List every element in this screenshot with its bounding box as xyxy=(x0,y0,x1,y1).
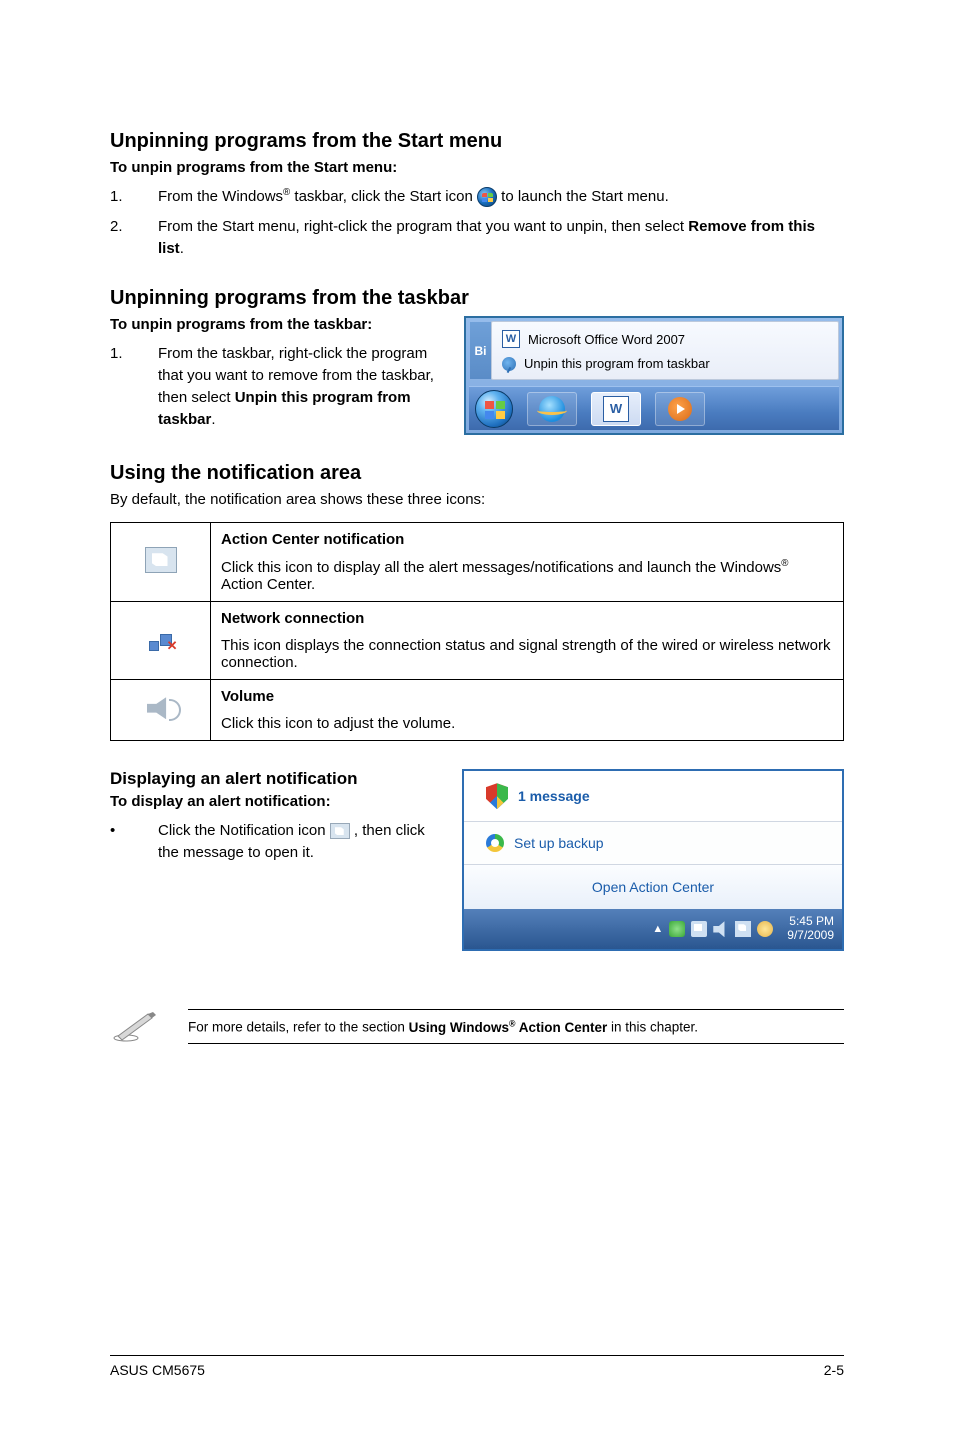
note-a: For more details, refer to the section xyxy=(188,1020,409,1035)
note-b: in this chapter. xyxy=(607,1020,698,1035)
pen-icon xyxy=(110,1010,160,1044)
jl-unpin-label: Unpin this program from taskbar xyxy=(524,356,710,371)
section1-sub: To unpin programs from the Start menu: xyxy=(110,159,844,176)
s1s1-c: to launch the Start menu. xyxy=(501,188,669,205)
shield-icon xyxy=(486,783,508,809)
system-tray: ▲ xyxy=(652,921,773,937)
tray-volume-icon xyxy=(713,921,729,937)
section4-heading: Displaying an alert notification xyxy=(110,769,436,789)
section3-intro: By default, the notification area shows … xyxy=(110,491,844,508)
alert-popup-screenshot: 1 message Set up backup Open Action Cent… xyxy=(462,769,844,951)
tray-flag-icon xyxy=(735,921,751,937)
jumplist-row-word: W Microsoft Office Word 2007 xyxy=(492,326,838,352)
alert-backup-text: Set up backup xyxy=(514,835,604,851)
section4-bullet1: Click the Notification icon , then click… xyxy=(110,820,436,864)
r2-body: This icon displays the connection status… xyxy=(221,637,830,671)
notification-table: Action Center notification Click this ic… xyxy=(110,522,844,741)
table-icon-network xyxy=(111,602,211,680)
tray-date: 9/7/2009 xyxy=(787,929,834,943)
section1-heading: Unpinning programs from the Start menu xyxy=(110,130,844,153)
r1-body-b: Action Center. xyxy=(221,576,315,593)
section2-step1: From the taskbar, right-click the progra… xyxy=(110,343,438,430)
reg2: ® xyxy=(781,558,788,569)
tray-icon-2 xyxy=(691,921,707,937)
section2-heading: Unpinning programs from the taskbar xyxy=(110,287,844,310)
table-icon-action-center xyxy=(111,523,211,602)
footer-right: 2-5 xyxy=(824,1362,844,1378)
volume-icon xyxy=(147,697,175,719)
start-icon xyxy=(477,187,497,207)
alert-msg-text: 1 message xyxy=(518,788,590,804)
alert-message-row: 1 message xyxy=(464,771,842,822)
s1s1-b: taskbar, click the Start icon xyxy=(290,188,477,205)
tray-icon-1 xyxy=(669,921,685,937)
note-bold-a: Using Windows xyxy=(409,1020,509,1035)
jumplist-side: Bi xyxy=(470,322,492,379)
jl-word-label: Microsoft Office Word 2007 xyxy=(528,332,685,347)
section4-bullets: Click the Notification icon , then click… xyxy=(110,820,436,864)
r1-body-a: Click this icon to display all the alert… xyxy=(221,559,781,576)
section2-sub: To unpin programs from the taskbar: xyxy=(110,316,438,333)
tray-datetime: 5:45 PM 9/7/2009 xyxy=(787,915,834,943)
section1-step1: From the Windows® taskbar, click the Sta… xyxy=(110,186,844,208)
network-icon xyxy=(147,627,175,651)
r3-body: Click this icon to adjust the volume. xyxy=(221,715,455,732)
tray-icon-5 xyxy=(757,921,773,937)
jumplist-screenshot: Bi W Microsoft Office Word 2007 Unpin th… xyxy=(464,316,844,435)
table-cell-volume: Volume Click this icon to adjust the vol… xyxy=(211,680,844,741)
alert-open-text: Open Action Center xyxy=(592,879,714,895)
section4-sub: To display an alert notification: xyxy=(110,793,436,810)
note-text: For more details, refer to the section U… xyxy=(188,1009,844,1044)
s1s1-a: From the Windows xyxy=(158,188,283,205)
taskbar-word-icon: W xyxy=(591,392,641,426)
section2-steps: From the taskbar, right-click the progra… xyxy=(110,343,438,430)
r3-title: Volume xyxy=(221,688,833,705)
word-icon: W xyxy=(502,330,520,348)
table-icon-volume xyxy=(111,680,211,741)
pin-icon xyxy=(502,357,516,371)
action-center-icon xyxy=(145,547,177,573)
alert-open-row: Open Action Center xyxy=(464,865,842,909)
taskbar-ie-icon xyxy=(527,392,577,426)
alert-backup-row: Set up backup xyxy=(464,822,842,865)
note-bold-b: Action Center xyxy=(515,1020,607,1035)
taskbar-wmp-icon xyxy=(655,392,705,426)
section1-step2: From the Start menu, right-click the pro… xyxy=(110,216,844,260)
page-footer: ASUS CM5675 2-5 xyxy=(110,1355,844,1378)
r2-title: Network connection xyxy=(221,610,833,627)
footer-left: ASUS CM5675 xyxy=(110,1362,205,1378)
section3-heading: Using the notification area xyxy=(110,462,844,485)
r1-title: Action Center notification xyxy=(221,531,833,548)
table-cell-action-center: Action Center notification Click this ic… xyxy=(211,523,844,602)
notification-icon-inline xyxy=(330,823,350,839)
s1s2-b: . xyxy=(180,240,184,257)
s1s2-a: From the Start menu, right-click the pro… xyxy=(158,218,688,235)
tray-time: 5:45 PM xyxy=(787,915,834,929)
taskbar-screenshot: W xyxy=(469,386,839,430)
s2s1-b: . xyxy=(211,411,215,428)
note-callout: For more details, refer to the section U… xyxy=(110,1009,844,1044)
s4b-a: Click the Notification icon xyxy=(158,822,330,839)
alert-taskbar: ▲ 5:45 PM 9/7/2009 xyxy=(464,909,842,949)
taskbar-start-icon xyxy=(475,390,513,428)
backup-icon xyxy=(486,834,504,852)
table-cell-network: Network connection This icon displays th… xyxy=(211,602,844,680)
tray-chevron-icon: ▲ xyxy=(652,923,663,935)
jumplist-row-unpin: Unpin this program from taskbar xyxy=(492,352,838,375)
section1-steps: From the Windows® taskbar, click the Sta… xyxy=(110,186,844,259)
